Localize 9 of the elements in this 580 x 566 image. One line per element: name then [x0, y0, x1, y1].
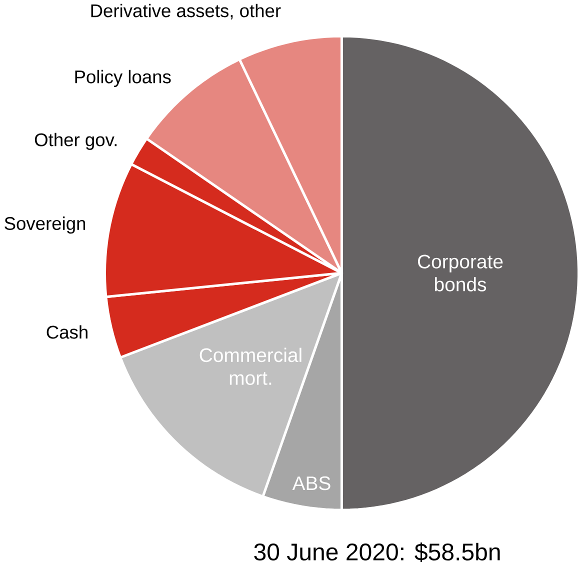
slice-label: Cash: [46, 325, 88, 339]
slice-label: Corporate bonds: [418, 254, 503, 292]
slice-label: Derivative assets, other: [91, 4, 281, 20]
slice-label: Commercial mort.: [200, 348, 302, 386]
slice-label: Sovereign: [4, 216, 86, 234]
slice-label: ABS: [292, 476, 330, 490]
slice-label: Other gov.: [34, 132, 117, 150]
slice-label: Policy loans: [75, 70, 171, 88]
text: 30 June 2020: $58.5bn: [254, 542, 500, 562]
